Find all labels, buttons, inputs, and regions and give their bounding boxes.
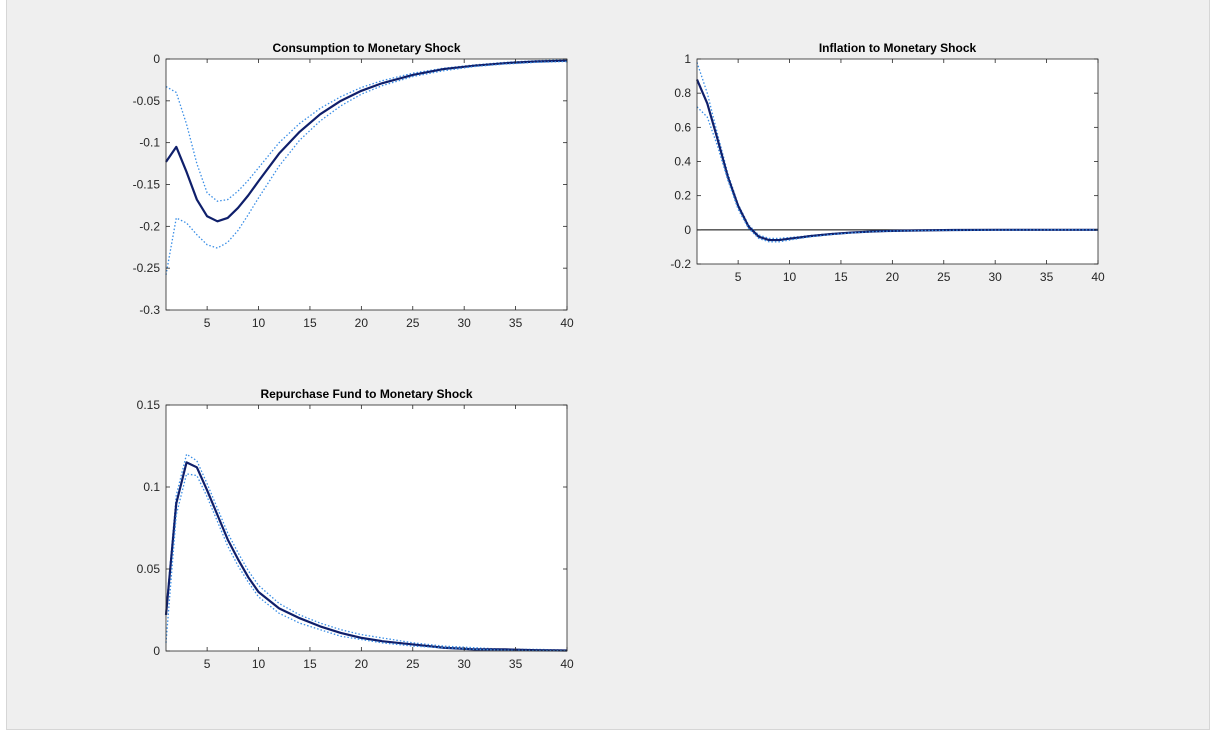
repurchase-fund-series-lower bbox=[165, 473, 568, 652]
consumption-xtick-label: 30 bbox=[457, 316, 471, 330]
repurchase-fund-ytick-label: 0.1 bbox=[143, 480, 160, 494]
inflation-ytick-label: 0.4 bbox=[674, 155, 691, 169]
inflation-xtick-label: 35 bbox=[1040, 270, 1054, 284]
subplot-repurchase-fund: Repurchase Fund to Monetary Shock 5 10 15 20… bbox=[137, 387, 574, 671]
consumption-series-lower bbox=[165, 60, 568, 275]
consumption-ytick-label: -0.25 bbox=[133, 261, 161, 275]
inflation-xtick-label: 30 bbox=[988, 270, 1002, 284]
inflation-xtick-label: 25 bbox=[937, 270, 951, 284]
inflation-series-lower bbox=[696, 106, 1098, 243]
repurchase-fund-title: Repurchase Fund to Monetary Shock bbox=[260, 387, 472, 401]
consumption-ytick-label: -0.15 bbox=[133, 178, 161, 192]
inflation-ytick-label: 0.2 bbox=[674, 189, 691, 203]
repurchase-fund-series-upper bbox=[165, 453, 568, 651]
repurchase-fund-xtick-label: 10 bbox=[252, 657, 266, 671]
consumption-series-median bbox=[165, 59, 568, 223]
repurchase-fund-ytick-label: 0.05 bbox=[137, 562, 161, 576]
consumption-ytick-label: 0 bbox=[153, 52, 160, 66]
repurchase-fund-axes-background bbox=[166, 405, 567, 651]
figure-window: Consumption to Monetary Shock 5 10 15 20 25 30… bbox=[6, 0, 1210, 730]
repurchase-fund-xtick-label: 30 bbox=[457, 657, 471, 671]
repurchase-fund-ytick-label: 0.15 bbox=[137, 398, 161, 412]
inflation-xtick-label: 10 bbox=[783, 270, 797, 284]
repurchase-fund-xtick-label: 25 bbox=[406, 657, 420, 671]
inflation-ytick-label: 0 bbox=[684, 223, 691, 237]
consumption-title: Consumption to Monetary Shock bbox=[272, 41, 460, 55]
consumption-ytick-label: -0.3 bbox=[139, 303, 160, 317]
inflation-xtick-label: 15 bbox=[834, 270, 848, 284]
consumption-ytick-label: -0.1 bbox=[139, 136, 160, 150]
consumption-xtick-label: 25 bbox=[406, 316, 420, 330]
repurchase-fund-ytick-label: 0 bbox=[153, 644, 160, 658]
inflation-xtick-label: 5 bbox=[735, 270, 742, 284]
consumption-ytick-label: -0.05 bbox=[133, 94, 161, 108]
inflation-title: Inflation to Monetary Shock bbox=[819, 41, 977, 55]
repurchase-fund-xtick-label: 20 bbox=[355, 657, 369, 671]
inflation-xtick-label: 40 bbox=[1091, 270, 1105, 284]
inflation-ytick-label: 0.6 bbox=[674, 120, 691, 134]
repurchase-fund-axes-frame bbox=[165, 404, 568, 652]
inflation-series-median bbox=[695, 79, 1098, 242]
consumption-xtick-label: 5 bbox=[204, 316, 211, 330]
repurchase-fund-xtick-label: 5 bbox=[204, 657, 211, 671]
subplot-consumption: Consumption to Monetary Shock 5 10 15 20 25 30… bbox=[133, 41, 574, 330]
repurchase-fund-xtick-label: 35 bbox=[509, 657, 523, 671]
repurchase-fund-xtick-label: 40 bbox=[560, 657, 574, 671]
repurchase-fund-xtick-label: 15 bbox=[303, 657, 317, 671]
inflation-ytick-label: -0.2 bbox=[670, 257, 691, 271]
consumption-xtick-label: 10 bbox=[252, 316, 266, 330]
consumption-xtick-label: 20 bbox=[355, 316, 369, 330]
consumption-xtick-label: 35 bbox=[509, 316, 523, 330]
consumption-ytick-label: -0.2 bbox=[139, 219, 160, 233]
inflation-ytick-label: 1 bbox=[684, 52, 691, 66]
consumption-xtick-label: 40 bbox=[560, 316, 574, 330]
inflation-ytick-label: 0.8 bbox=[674, 86, 691, 100]
consumption-axes-background bbox=[166, 59, 567, 310]
consumption-xtick-label: 15 bbox=[303, 316, 317, 330]
inflation-xtick-label: 20 bbox=[886, 270, 900, 284]
